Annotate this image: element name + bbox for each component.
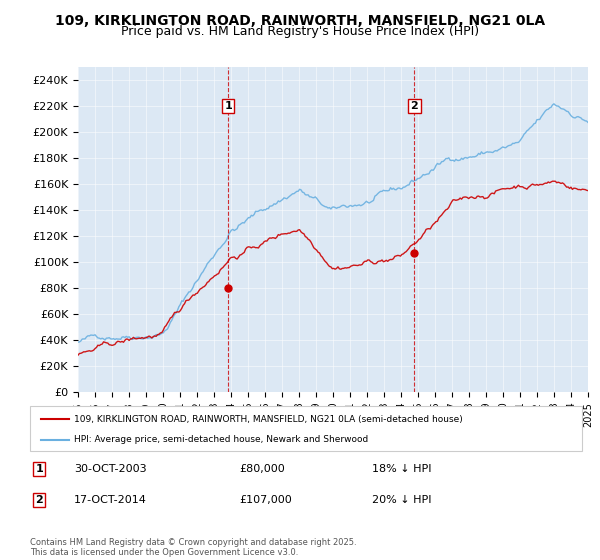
Text: 30-OCT-2003: 30-OCT-2003 [74,464,147,474]
Text: 18% ↓ HPI: 18% ↓ HPI [372,464,432,474]
Text: Contains HM Land Registry data © Crown copyright and database right 2025.
This d: Contains HM Land Registry data © Crown c… [30,538,356,557]
Text: 20% ↓ HPI: 20% ↓ HPI [372,495,432,505]
Text: HPI: Average price, semi-detached house, Newark and Sherwood: HPI: Average price, semi-detached house,… [74,435,368,444]
Text: 17-OCT-2014: 17-OCT-2014 [74,495,147,505]
FancyBboxPatch shape [30,406,582,451]
Text: £107,000: £107,000 [240,495,293,505]
Text: £80,000: £80,000 [240,464,286,474]
Text: 1: 1 [224,101,232,111]
Text: 109, KIRKLINGTON ROAD, RAINWORTH, MANSFIELD, NG21 0LA: 109, KIRKLINGTON ROAD, RAINWORTH, MANSFI… [55,14,545,28]
Text: 109, KIRKLINGTON ROAD, RAINWORTH, MANSFIELD, NG21 0LA (semi-detached house): 109, KIRKLINGTON ROAD, RAINWORTH, MANSFI… [74,415,463,424]
Text: 2: 2 [410,101,418,111]
Text: 1: 1 [35,464,43,474]
Text: Price paid vs. HM Land Registry's House Price Index (HPI): Price paid vs. HM Land Registry's House … [121,25,479,38]
Text: 2: 2 [35,495,43,505]
